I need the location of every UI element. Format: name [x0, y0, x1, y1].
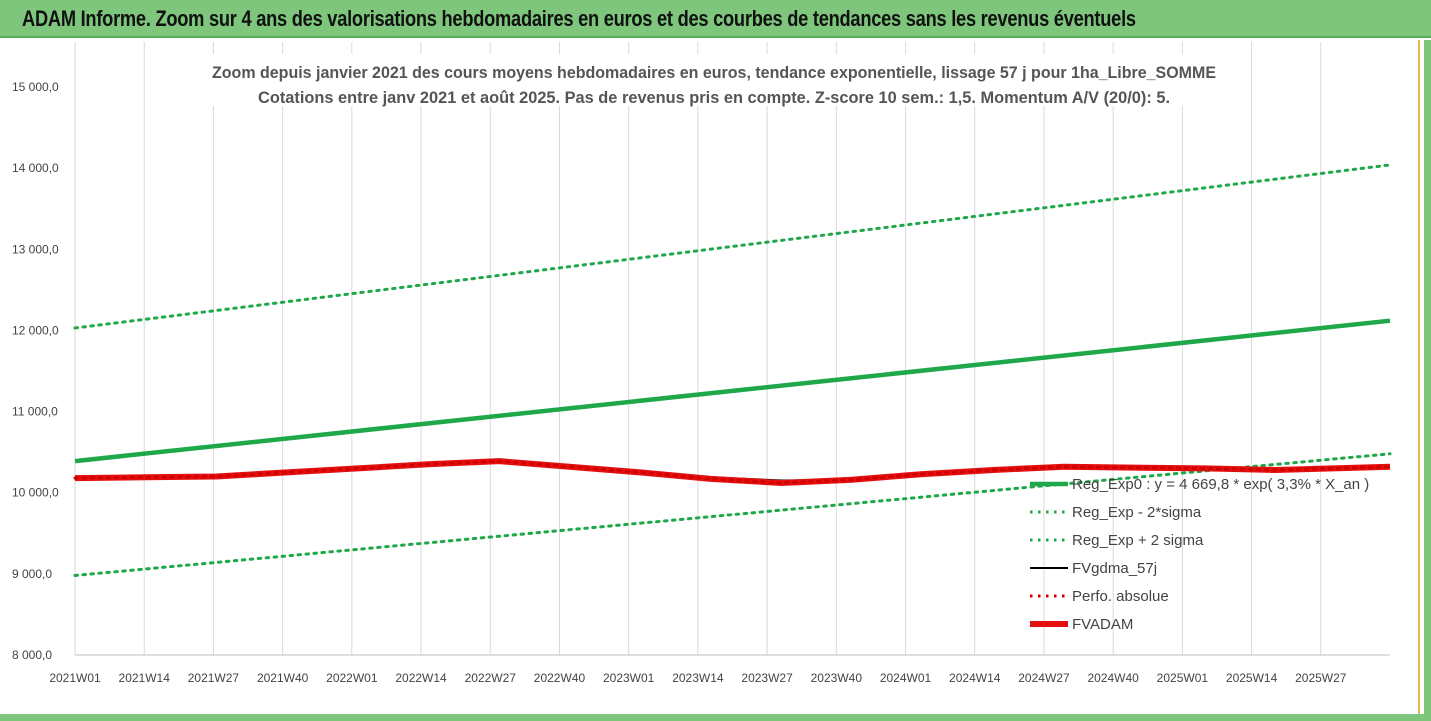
chart-legend: Reg_Exp0 : y = 4 669,8 * exp( 3,3% * X_a… — [1030, 476, 1369, 633]
chart-grid — [74, 42, 1390, 656]
series-line-reg-exp-2-sigma — [73, 163, 1392, 330]
x-tick-label: 2023W14 — [672, 671, 724, 685]
y-tick-label: 8 000,0 — [12, 648, 52, 662]
x-tick-label: 2021W14 — [119, 671, 171, 685]
legend-label: Reg_Exp - 2*sigma — [1072, 504, 1202, 521]
legend-label: FVgdma_57j — [1072, 560, 1157, 577]
report-banner: ADAM Informe. Zoom sur 4 ans des valoris… — [0, 0, 1431, 38]
x-tick-label: 2021W01 — [49, 671, 101, 685]
frame-side-strip — [1424, 40, 1431, 721]
legend-label: FVADAM — [1072, 616, 1133, 633]
x-tick-label: 2022W27 — [465, 671, 517, 685]
frame-bottom-strip — [0, 714, 1431, 721]
x-tick-label: 2023W40 — [811, 671, 863, 685]
x-tick-label: 2022W01 — [326, 671, 378, 685]
legend-label: Perfo. absolue — [1072, 588, 1169, 605]
x-tick-label: 2022W14 — [395, 671, 447, 685]
y-tick-label: 15 000,0 — [12, 80, 59, 94]
x-tick-label: 2024W27 — [1018, 671, 1070, 685]
x-axis-ticks: 2021W01 2021W14 2021W27 2021W40 2022W01 2022W… — [49, 671, 1346, 685]
x-tick-label: 2025W14 — [1226, 671, 1278, 685]
x-tick-label: 2024W40 — [1087, 671, 1139, 685]
y-tick-label: 12 000,0 — [12, 323, 59, 337]
series-line-reg-exp0-y-4-669-8-exp-3-3-x-an — [74, 318, 1391, 464]
y-tick-label: 9 000,0 — [12, 567, 52, 581]
chart-series — [73, 163, 1392, 577]
x-tick-label: 2021W40 — [257, 671, 309, 685]
legend-label: Reg_Exp + 2 sigma — [1072, 532, 1204, 549]
x-tick-label: 2024W01 — [880, 671, 932, 685]
y-tick-label: 13 000,0 — [12, 242, 59, 256]
x-tick-label: 2023W27 — [741, 671, 793, 685]
x-tick-label: 2023W01 — [603, 671, 655, 685]
x-tick-label: 2025W27 — [1295, 671, 1347, 685]
x-tick-label: 2025W01 — [1157, 671, 1209, 685]
x-tick-label: 2021W27 — [188, 671, 240, 685]
y-tick-label: 11 000,0 — [12, 405, 58, 419]
chart-title: Zoom depuis janvier 2021 des cours moyen… — [212, 63, 1216, 82]
legend-label: Reg_Exp0 : y = 4 669,8 * exp( 3,3% * X_a… — [1072, 476, 1369, 493]
chart-title-background — [207, 54, 1221, 106]
y-tick-label: 10 000,0 — [12, 486, 59, 500]
y-tick-label: 14 000,0 — [12, 161, 59, 175]
series-line-fvadam — [74, 458, 1391, 486]
chart-subtitle: Cotations entre janv 2021 et août 2025. … — [258, 88, 1170, 107]
x-tick-label: 2022W40 — [534, 671, 586, 685]
x-tick-label: 2024W14 — [949, 671, 1001, 685]
report-banner-title: ADAM Informe. Zoom sur 4 ans des valoris… — [22, 6, 1136, 31]
frame-border-line — [1418, 40, 1420, 714]
y-axis-ticks: 8 000,0 9 000,0 10 000,0 11 000,0 12 000,0 13… — [12, 80, 59, 662]
